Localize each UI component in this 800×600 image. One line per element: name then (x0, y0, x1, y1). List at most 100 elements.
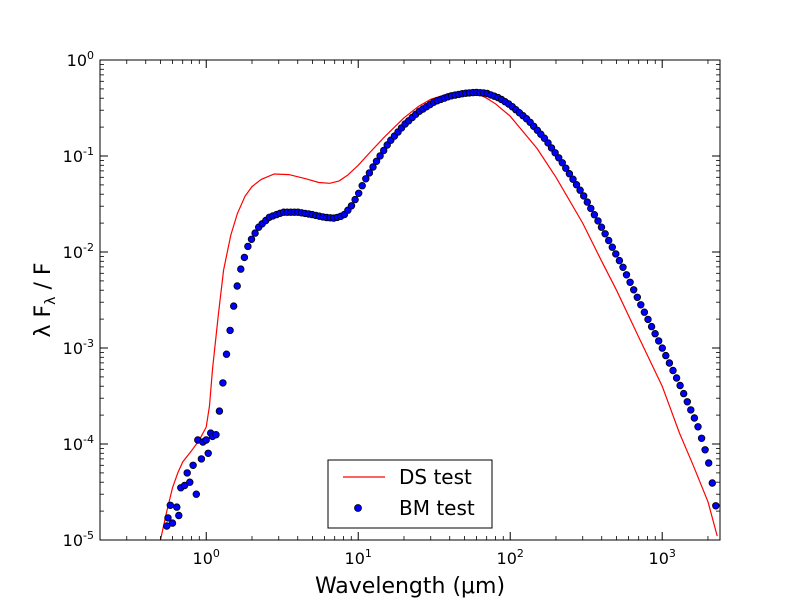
bm-test-point (640, 308, 649, 316)
bm-test-point (555, 154, 563, 162)
bm-test-point (615, 256, 624, 265)
x-tick-label: 102 (497, 547, 524, 568)
bm-test-point (669, 366, 677, 375)
bm-test-point (380, 146, 388, 155)
bm-test-point (183, 469, 191, 477)
y-tick-label: 10-1 (63, 145, 94, 166)
bm-test-point (605, 236, 613, 245)
bm-test-point (547, 144, 556, 152)
bm-test-point (687, 406, 695, 414)
bm-test-point (637, 301, 645, 309)
bm-test-point (630, 286, 638, 294)
legend-bm-label: BM test (399, 496, 475, 520)
bm-test-point (175, 511, 183, 520)
bm-test-point (665, 359, 674, 367)
bm-test-point (647, 322, 656, 331)
bm-test-point (369, 163, 377, 171)
bm-test-point (655, 337, 663, 345)
legend: DS test BM test (327, 459, 493, 529)
bm-test-point (189, 461, 197, 469)
bm-test-point (168, 519, 177, 527)
bm-test-point (683, 398, 691, 406)
bm-test-point (358, 181, 366, 190)
bm-test-point (544, 139, 552, 147)
y-tick-label: 10-3 (63, 337, 94, 358)
bm-test-point (247, 235, 256, 243)
tick-layer: 100 101 102 103 10-5 10-4 10-3 10-2 10-1 100 (63, 49, 720, 568)
x-axis-label: Wavelength (μm) (315, 574, 505, 599)
legend-bm-marker (354, 504, 362, 512)
bm-test-point (708, 479, 716, 487)
bm-test-point (608, 243, 616, 251)
bm-test-point (215, 407, 224, 415)
bm-test-point (680, 389, 688, 398)
bm-test-point (362, 175, 370, 183)
bm-test-point (351, 195, 359, 204)
bm-test-point (204, 449, 212, 457)
y-tick-label: 10-2 (63, 241, 94, 262)
bm-test-point (594, 217, 602, 225)
bm-test-point (164, 514, 172, 522)
bm-test-point (192, 490, 200, 498)
bm-test-point (697, 434, 706, 442)
bm-test-point (619, 263, 627, 271)
bm-test-point (622, 271, 631, 279)
bm-test-point (365, 169, 374, 177)
x-tick-label: 103 (649, 547, 676, 568)
bm-test-point (672, 374, 681, 382)
bm-test-point (633, 293, 641, 301)
bm-test-point (212, 431, 220, 439)
bm-test-point (583, 198, 591, 206)
bm-test-point (612, 250, 620, 258)
bm-test-point (597, 223, 606, 231)
bm-test-point (166, 501, 174, 509)
bm-test-point (590, 210, 599, 219)
bm-test-point (644, 315, 652, 324)
bm-test-point (219, 379, 227, 387)
bm-test-point (712, 502, 720, 510)
bm-test-point (222, 350, 231, 358)
y-axis-label-tail: / F (31, 262, 56, 296)
y-tick-label: 10-5 (63, 529, 94, 550)
bm-test-point (558, 159, 566, 167)
bm-test-point (569, 175, 577, 183)
bm-test-point (662, 351, 670, 360)
bm-test-point (690, 414, 699, 422)
bm-test-point (163, 522, 171, 530)
bm-test-point (347, 202, 356, 210)
bm-test-point (580, 192, 588, 200)
bm-test-point (565, 169, 574, 178)
x-tick-label: 101 (345, 547, 372, 568)
bm-test-point (383, 141, 391, 149)
bm-test-point (601, 230, 609, 238)
bm-test-point (651, 330, 659, 338)
bm-test-point (587, 204, 595, 213)
bm-test-point (240, 253, 249, 262)
series-layer (159, 88, 720, 540)
bm-test-point (658, 344, 666, 352)
bm-test-point (694, 423, 702, 431)
bm-test-point (233, 282, 241, 290)
bm-test-point (376, 152, 384, 160)
bm-test-point (372, 157, 381, 165)
bm-test-point (173, 503, 181, 511)
bm-test-point (197, 455, 206, 463)
y-axis-label: λ Fλ / F (31, 262, 59, 337)
bm-test-point (572, 180, 581, 189)
y-tick-label: 100 (67, 49, 94, 70)
bm-test-point (251, 229, 259, 237)
bm-test-point (237, 265, 245, 273)
plot-frame (99, 59, 721, 541)
bm-test-point (202, 436, 210, 444)
y-axis-label-subscript: λ (43, 297, 59, 305)
bm-test-point (229, 302, 238, 310)
bm-test-point (626, 278, 634, 286)
x-tick-label: 100 (193, 547, 220, 568)
legend-box (327, 459, 493, 529)
y-tick-label: 10-4 (63, 433, 94, 454)
legend-ds-label: DS test (399, 465, 472, 489)
bm-test-point (701, 446, 709, 454)
bm-test-point (705, 459, 713, 467)
bm-test-point (180, 481, 189, 490)
